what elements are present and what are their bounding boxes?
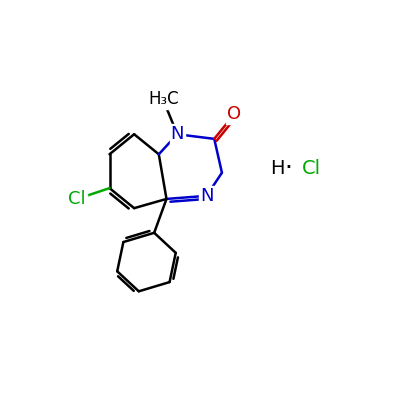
Text: O: O	[227, 105, 241, 123]
Text: H₃C: H₃C	[148, 90, 179, 108]
Text: H: H	[270, 159, 285, 178]
Text: N: N	[200, 187, 213, 205]
Text: Cl: Cl	[68, 190, 86, 208]
Text: Cl: Cl	[302, 159, 321, 178]
Text: N: N	[170, 125, 184, 143]
Text: ·: ·	[285, 156, 293, 180]
